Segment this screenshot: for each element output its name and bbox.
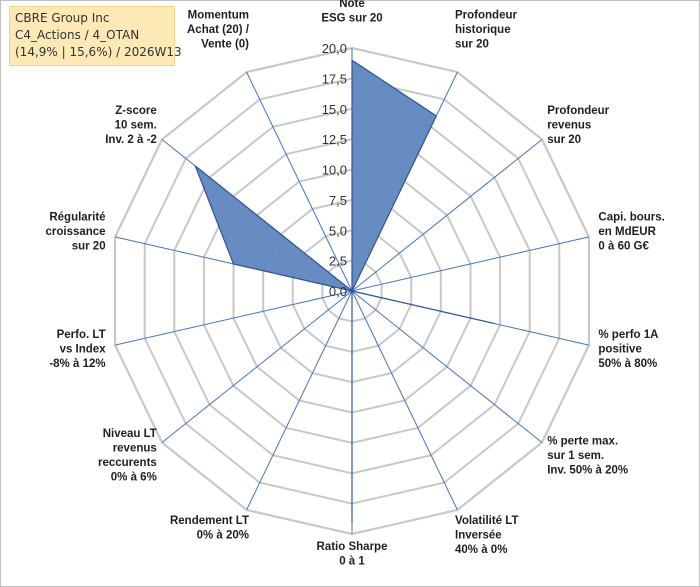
axis-label-10: Perfo. LT vs Index -8% à 12% [49,329,106,370]
axis-label-0: Note ESG sur 20 [321,0,382,25]
axis-label-10-line-0: Perfo. LT [57,329,106,341]
axis-label-1-line-1: historique [455,24,511,36]
tick-label-5: 12,5 [322,132,347,147]
axis-label-1-line-0: Profondeur [455,10,517,22]
axis-label-3-line-2: 0 à 60 G€ [598,240,649,252]
tick-label-7: 17,5 [322,71,347,86]
axis-label-3-line-0: Capi. bours. [598,211,664,223]
axis-label-13-line-0: Momentum [188,10,249,22]
axis-label-5: % perte max. sur 1 sem. Inv. 50% à 20% [547,436,628,477]
axis-label-4-line-0: % perfo 1A [598,329,658,341]
axis-label-7-line-1: 0 à 1 [339,556,365,568]
tick-label-1: 2,5 [329,254,347,269]
axis-label-6-line-1: Inversée [455,529,502,541]
axis-label-12-line-2: Inv. 2 à -2 [105,134,157,146]
tick-layer: 0,0 2,5 5,0 7,5 10,0 12,5 15,0 17,5 20,0 [322,41,347,299]
company-name: CBRE Group Inc [15,11,110,25]
performance-week: (14,9% | 15,6%) / 2026W13 [15,45,182,59]
axis-spoke-9 [161,290,353,443]
axis-label-9-line-2: reccurents [98,457,157,469]
axis-label-7-line-0: Ratio Sharpe [317,541,388,553]
axis-label-12-line-0: Z-score [115,105,157,117]
label-layer: Note ESG sur 20 Profondeur historique sur 20… [45,0,664,568]
axis-label-10-line-2: -8% à 12% [49,358,105,370]
axis-label-13-line-2: Vente (0) [201,39,249,51]
axis-label-9-line-3: 0% à 6% [111,472,157,484]
axis-label-13: Momentum Achat (20) / Vente (0) [187,10,250,51]
axis-label-9: Niveau LT revenus reccurents 0% à 6% [98,428,157,484]
axis-label-5-line-0: % perte max. [547,436,618,448]
axis-spoke-3 [351,236,590,292]
tick-label-8: 20,0 [322,41,347,56]
axis-label-6-line-2: 40% à 0% [455,544,507,556]
axis-label-9-line-0: Niveau LT [103,428,157,440]
axis-spoke-5 [351,290,543,443]
axis-spoke-6 [351,290,458,511]
tick-label-4: 10,0 [322,163,347,178]
axis-label-2-line-0: Profondeur [547,105,609,117]
axis-label-12-line-1: 10 sem. [115,120,157,132]
axis-label-2-line-2: sur 20 [547,134,581,146]
axis-label-11-line-0: Régularité [49,211,105,223]
tick-label-3: 7,5 [329,193,347,208]
axis-label-11-line-2: sur 20 [72,240,106,252]
axis-label-3: Capi. bours. en MdEUR 0 à 60 G€ [598,211,664,252]
axis-label-4-line-1: positive [598,344,641,356]
axis-label-2-line-1: revenus [547,120,591,132]
tick-label-2: 5,0 [329,223,347,238]
axis-label-5-line-1: sur 1 sem. [547,450,604,462]
tick-label-0: 0,0 [329,284,347,299]
axis-label-0-line-0: Note [339,0,365,10]
chart-title-box: CBRE Group Inc C4_Actions / 4_OTAN (14,9… [9,6,182,66]
axis-label-4-line-2: 50% à 80% [598,358,657,370]
axis-label-8: Rendement LT 0% à 20% [170,515,249,542]
axis-label-5-line-2: Inv. 50% à 20% [547,465,628,477]
axis-label-13-line-1: Achat (20) / [187,24,250,36]
axis-label-6-line-0: Volatilité LT [455,515,518,527]
axis-label-11-line-1: croissance [45,226,105,238]
tick-label-6: 15,0 [322,102,347,117]
axis-label-2: Profondeur revenus sur 20 [547,105,609,146]
axis-label-8-line-0: Rendement LT [170,515,249,527]
axis-spoke-8 [246,290,353,511]
axis-label-3-line-1: en MdEUR [598,226,656,238]
axis-label-10-line-1: vs Index [60,344,107,356]
axis-label-1: Profondeur historique sur 20 [455,10,517,51]
axis-label-11: Régularité croissance sur 20 [45,211,105,252]
axis-label-4: % perfo 1A positive 50% à 80% [598,329,658,370]
axis-label-8-line-1: 0% à 20% [197,529,249,541]
axis-label-9-line-1: revenus [113,443,157,455]
axis-spoke-13 [246,71,353,292]
axis-spoke-2 [351,139,543,292]
axis-label-12: Z-score 10 sem. Inv. 2 à -2 [105,105,157,146]
axis-label-0-line-1: ESG sur 20 [321,13,382,25]
portfolio-name: C4_Actions / 4_OTAN [15,28,140,42]
axis-spoke-10 [114,290,353,346]
axis-label-7: Ratio Sharpe 0 à 1 [317,541,388,568]
axis-label-1-line-2: sur 20 [455,39,489,51]
axis-label-6: Volatilité LT Inversée 40% à 0% [455,515,518,556]
series-layer [194,59,495,523]
